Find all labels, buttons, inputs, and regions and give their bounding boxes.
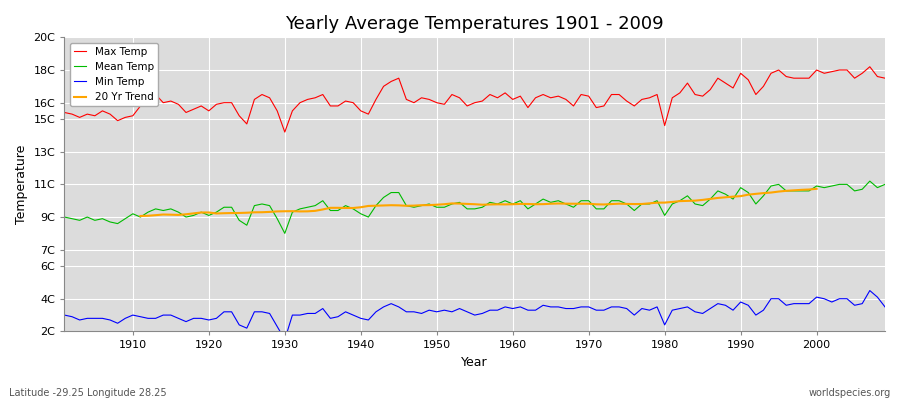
20 Yr Trend bbox=[713, 196, 724, 200]
Min Temp bbox=[879, 304, 890, 309]
Mean Temp bbox=[879, 182, 890, 187]
Line: Mean Temp: Mean Temp bbox=[65, 181, 885, 233]
Max Temp bbox=[606, 92, 616, 97]
20 Yr Trend bbox=[698, 198, 708, 202]
Title: Yearly Average Temperatures 1901 - 2009: Yearly Average Temperatures 1901 - 2009 bbox=[285, 15, 664, 33]
Min Temp bbox=[340, 310, 351, 314]
Mean Temp bbox=[294, 206, 305, 211]
20 Yr Trend bbox=[226, 211, 237, 216]
Min Temp bbox=[59, 313, 70, 318]
Line: Max Temp: Max Temp bbox=[65, 67, 885, 132]
Mean Temp bbox=[59, 215, 70, 220]
Min Temp bbox=[294, 313, 305, 318]
Mean Temp bbox=[515, 198, 526, 203]
Max Temp bbox=[120, 115, 130, 120]
Max Temp bbox=[340, 99, 351, 104]
Max Temp bbox=[294, 100, 305, 105]
20 Yr Trend bbox=[340, 206, 351, 210]
Max Temp bbox=[279, 130, 290, 134]
Min Temp bbox=[864, 288, 875, 293]
Max Temp bbox=[508, 97, 518, 102]
Y-axis label: Temperature: Temperature bbox=[15, 145, 28, 224]
Max Temp bbox=[515, 94, 526, 98]
20 Yr Trend bbox=[781, 188, 792, 193]
Legend: Max Temp, Mean Temp, Min Temp, 20 Yr Trend: Max Temp, Mean Temp, Min Temp, 20 Yr Tre… bbox=[69, 42, 158, 106]
Min Temp bbox=[508, 306, 518, 311]
20 Yr Trend bbox=[135, 214, 146, 218]
Mean Temp bbox=[279, 231, 290, 236]
Max Temp bbox=[59, 110, 70, 115]
Line: 20 Yr Trend: 20 Yr Trend bbox=[140, 189, 816, 216]
Mean Temp bbox=[864, 179, 875, 184]
Max Temp bbox=[879, 76, 890, 80]
Min Temp bbox=[120, 316, 130, 321]
Mean Temp bbox=[606, 198, 616, 203]
Max Temp bbox=[864, 64, 875, 69]
20 Yr Trend bbox=[811, 186, 822, 191]
Min Temp bbox=[606, 304, 616, 309]
Min Temp bbox=[515, 304, 526, 309]
Text: Latitude -29.25 Longitude 28.25: Latitude -29.25 Longitude 28.25 bbox=[9, 388, 166, 398]
20 Yr Trend bbox=[606, 202, 616, 206]
Min Temp bbox=[279, 337, 290, 342]
X-axis label: Year: Year bbox=[462, 356, 488, 369]
Line: Min Temp: Min Temp bbox=[65, 290, 885, 340]
Mean Temp bbox=[340, 203, 351, 208]
Text: worldspecies.org: worldspecies.org bbox=[809, 388, 891, 398]
Mean Temp bbox=[508, 202, 518, 206]
Mean Temp bbox=[120, 216, 130, 221]
